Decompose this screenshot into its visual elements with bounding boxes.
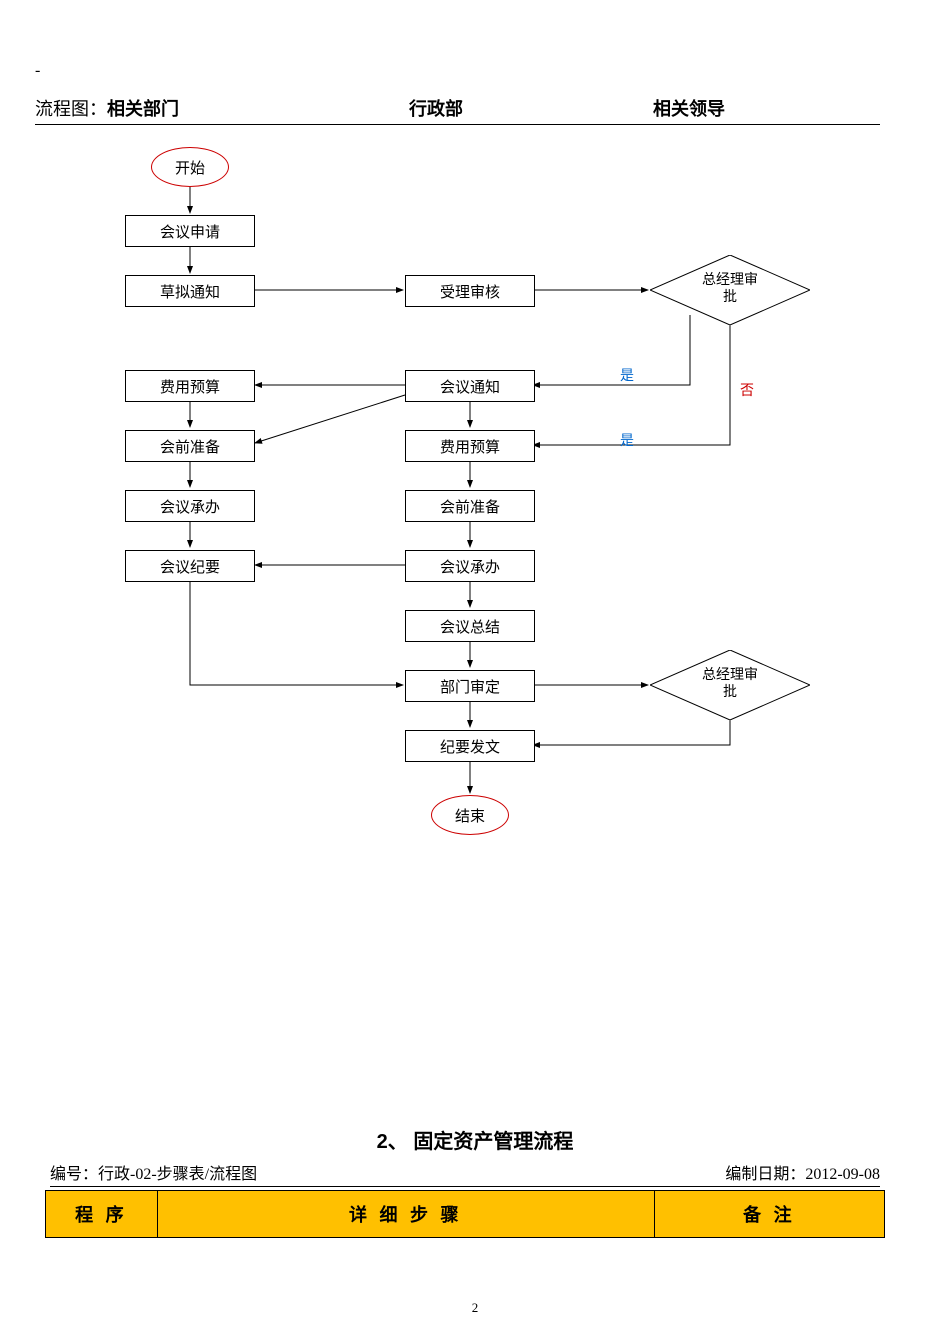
- node-accept-review: 受理审核: [405, 275, 535, 307]
- terminal-end: 结束: [431, 795, 509, 835]
- decision-gm-approve-2: 总经理审 批: [650, 650, 810, 720]
- decision-gm-approve-1: 总经理审 批: [650, 255, 810, 325]
- meta-right: 编制日期：2012-09-08: [725, 1160, 880, 1184]
- header-prefix: 流程图：: [35, 99, 107, 119]
- col-detail: 详 细 步 骤: [157, 1191, 654, 1238]
- header-col1: 相关部门: [107, 99, 179, 119]
- node-host-left: 会议承办: [125, 490, 255, 522]
- node-prep-left: 会前准备: [125, 430, 255, 462]
- decision-text-1: 总经理审 批: [650, 273, 810, 307]
- col-remark: 备 注: [654, 1191, 884, 1238]
- node-minutes-left: 会议纪要: [125, 550, 255, 582]
- flowchart-header: 流程图：相关部门 行政部 相关领导: [35, 95, 880, 125]
- steps-table: 程 序 详 细 步 骤 备 注: [45, 1190, 885, 1238]
- node-summary: 会议总结: [405, 610, 535, 642]
- decision-2-line1: 总经理审: [702, 668, 758, 683]
- node-host-mid: 会议承办: [405, 550, 535, 582]
- decision-2-line2: 批: [723, 685, 737, 700]
- header-col2: 行政部: [409, 99, 463, 119]
- node-budget-mid: 费用预算: [405, 430, 535, 462]
- table-row: 程 序 详 细 步 骤 备 注: [46, 1191, 885, 1238]
- col-procedure: 程 序: [46, 1191, 158, 1238]
- document-page: - 流程图：相关部门 行政部 相关领导: [0, 0, 950, 1344]
- edge-label-yes-2: 是: [620, 430, 634, 450]
- edge-label-yes-1: 是: [620, 365, 634, 385]
- decision-text-2: 总经理审 批: [650, 668, 810, 702]
- header-col3: 相关领导: [653, 99, 725, 119]
- node-prep-mid: 会前准备: [405, 490, 535, 522]
- node-draft-notice: 草拟通知: [125, 275, 255, 307]
- node-dept-review: 部门审定: [405, 670, 535, 702]
- decision-1-line1: 总经理审: [702, 273, 758, 288]
- meta-left: 编号：行政-02-步骤表/流程图: [50, 1160, 257, 1184]
- node-meeting-apply: 会议申请: [125, 215, 255, 247]
- section-2-title: 2、 固定资产管理流程: [0, 1125, 950, 1154]
- edge-label-no: 否: [740, 380, 754, 400]
- dash-mark: -: [35, 62, 40, 80]
- node-budget-left: 费用预算: [125, 370, 255, 402]
- section-2-meta: 编号：行政-02-步骤表/流程图 编制日期：2012-09-08: [50, 1160, 880, 1187]
- node-meeting-notice: 会议通知: [405, 370, 535, 402]
- node-issue-doc: 纪要发文: [405, 730, 535, 762]
- terminal-start: 开始: [151, 147, 229, 187]
- decision-1-line2: 批: [723, 290, 737, 305]
- flowchart-container: 开始 结束 会议申请 草拟通知 费用预算 会前准备 会议承办 会议纪要 受理审核…: [0, 135, 950, 895]
- page-number: 2: [0, 1300, 950, 1316]
